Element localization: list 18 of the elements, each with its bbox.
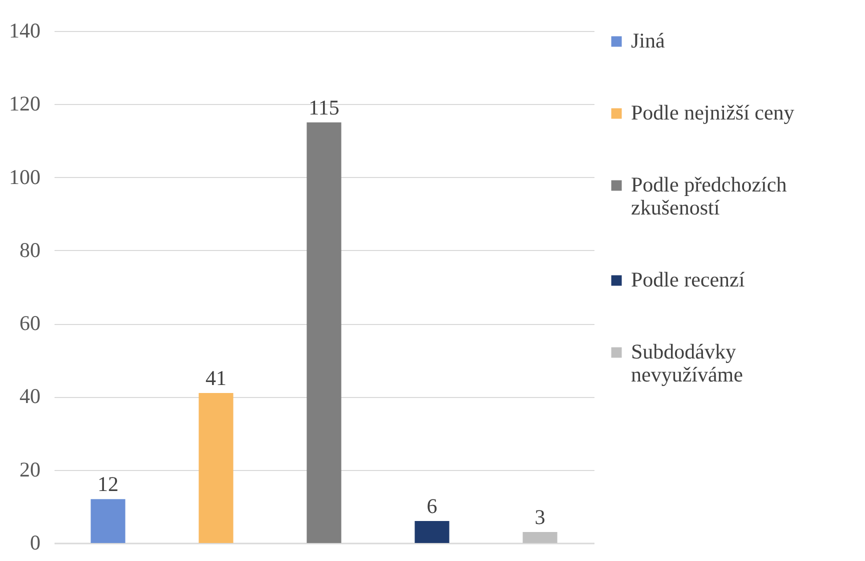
- y-tick-label: 100: [9, 164, 40, 189]
- data-label: 115: [308, 95, 340, 120]
- y-tick-label: 140: [9, 18, 40, 42]
- legend-label: Subdodávky nevyužíváme: [631, 340, 743, 386]
- legend-label: Jiná: [631, 28, 666, 52]
- legend-label: Podle recenzí: [631, 268, 745, 292]
- data-label: 6: [426, 494, 438, 518]
- y-tick-label: 60: [20, 311, 40, 336]
- y-tick-label: 20: [20, 457, 40, 482]
- legend-label: Podle předchozích zkušeností: [631, 172, 788, 220]
- data-label: 12: [98, 472, 118, 496]
- y-tick-label: 40: [20, 384, 40, 408]
- data-label: 41: [206, 366, 226, 390]
- data-label: 3: [534, 505, 546, 530]
- y-tick-label: 120: [9, 92, 40, 116]
- y-tick-label: 80: [20, 238, 40, 262]
- legend-label: Podle nejnižší ceny: [631, 100, 795, 124]
- y-tick-label: 0: [30, 530, 40, 554]
